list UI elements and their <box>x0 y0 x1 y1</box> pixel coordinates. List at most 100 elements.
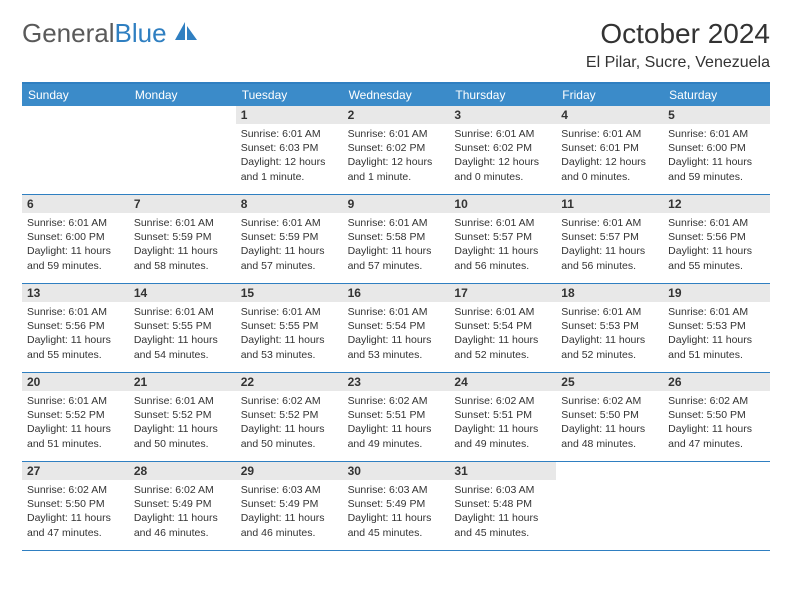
day-cell: 2Sunrise: 6:01 AMSunset: 6:02 PMDaylight… <box>343 106 450 194</box>
daylight-text: Daylight: 12 hours and 1 minute. <box>241 155 338 183</box>
sunset-text: Sunset: 5:52 PM <box>241 408 338 422</box>
day-cell: 24Sunrise: 6:02 AMSunset: 5:51 PMDayligh… <box>449 373 556 461</box>
day-number: 21 <box>129 373 236 391</box>
day-body: Sunrise: 6:03 AMSunset: 5:48 PMDaylight:… <box>449 480 556 545</box>
day-cell <box>129 106 236 194</box>
daylight-text: Daylight: 11 hours and 49 minutes. <box>348 422 445 450</box>
daylight-text: Daylight: 11 hours and 56 minutes. <box>454 244 551 272</box>
day-number: 14 <box>129 284 236 302</box>
week-row: 20Sunrise: 6:01 AMSunset: 5:52 PMDayligh… <box>22 373 770 462</box>
day-body: Sunrise: 6:01 AMSunset: 6:01 PMDaylight:… <box>556 124 663 189</box>
day-cell: 3Sunrise: 6:01 AMSunset: 6:02 PMDaylight… <box>449 106 556 194</box>
weeks-container: 1Sunrise: 6:01 AMSunset: 6:03 PMDaylight… <box>22 106 770 551</box>
day-cell <box>22 106 129 194</box>
sunrise-text: Sunrise: 6:01 AM <box>27 394 124 408</box>
day-number: 6 <box>22 195 129 213</box>
day-cell: 23Sunrise: 6:02 AMSunset: 5:51 PMDayligh… <box>343 373 450 461</box>
day-number: 25 <box>556 373 663 391</box>
sunrise-text: Sunrise: 6:03 AM <box>348 483 445 497</box>
sunset-text: Sunset: 5:56 PM <box>668 230 765 244</box>
day-cell: 6Sunrise: 6:01 AMSunset: 6:00 PMDaylight… <box>22 195 129 283</box>
day-cell: 27Sunrise: 6:02 AMSunset: 5:50 PMDayligh… <box>22 462 129 550</box>
day-cell: 8Sunrise: 6:01 AMSunset: 5:59 PMDaylight… <box>236 195 343 283</box>
sunrise-text: Sunrise: 6:02 AM <box>134 483 231 497</box>
day-number: 31 <box>449 462 556 480</box>
sunset-text: Sunset: 5:50 PM <box>561 408 658 422</box>
day-cell: 14Sunrise: 6:01 AMSunset: 5:55 PMDayligh… <box>129 284 236 372</box>
daylight-text: Daylight: 11 hours and 58 minutes. <box>134 244 231 272</box>
day-number: 8 <box>236 195 343 213</box>
sunset-text: Sunset: 5:57 PM <box>454 230 551 244</box>
day-cell: 7Sunrise: 6:01 AMSunset: 5:59 PMDaylight… <box>129 195 236 283</box>
day-cell: 16Sunrise: 6:01 AMSunset: 5:54 PMDayligh… <box>343 284 450 372</box>
day-number: 19 <box>663 284 770 302</box>
sunset-text: Sunset: 5:54 PM <box>348 319 445 333</box>
daylight-text: Daylight: 11 hours and 55 minutes. <box>668 244 765 272</box>
day-body: Sunrise: 6:01 AMSunset: 5:59 PMDaylight:… <box>236 213 343 278</box>
daylight-text: Daylight: 11 hours and 50 minutes. <box>134 422 231 450</box>
day-number: 12 <box>663 195 770 213</box>
day-cell: 18Sunrise: 6:01 AMSunset: 5:53 PMDayligh… <box>556 284 663 372</box>
sunset-text: Sunset: 5:52 PM <box>27 408 124 422</box>
logo-text-part2: Blue <box>115 18 167 49</box>
daylight-text: Daylight: 11 hours and 45 minutes. <box>454 511 551 539</box>
daylight-text: Daylight: 11 hours and 53 minutes. <box>241 333 338 361</box>
sunset-text: Sunset: 6:02 PM <box>454 141 551 155</box>
daylight-text: Daylight: 11 hours and 55 minutes. <box>27 333 124 361</box>
sunrise-text: Sunrise: 6:02 AM <box>241 394 338 408</box>
day-number: 24 <box>449 373 556 391</box>
sunset-text: Sunset: 5:55 PM <box>134 319 231 333</box>
sunset-text: Sunset: 5:50 PM <box>668 408 765 422</box>
day-number: 5 <box>663 106 770 124</box>
sunset-text: Sunset: 5:54 PM <box>454 319 551 333</box>
daylight-text: Daylight: 11 hours and 52 minutes. <box>454 333 551 361</box>
day-body: Sunrise: 6:01 AMSunset: 5:56 PMDaylight:… <box>663 213 770 278</box>
day-body: Sunrise: 6:03 AMSunset: 5:49 PMDaylight:… <box>343 480 450 545</box>
sunset-text: Sunset: 5:55 PM <box>241 319 338 333</box>
dow-saturday: Saturday <box>663 84 770 106</box>
daylight-text: Daylight: 11 hours and 48 minutes. <box>561 422 658 450</box>
daylight-text: Daylight: 11 hours and 49 minutes. <box>454 422 551 450</box>
day-body: Sunrise: 6:02 AMSunset: 5:50 PMDaylight:… <box>663 391 770 456</box>
sunset-text: Sunset: 6:00 PM <box>27 230 124 244</box>
day-number: 23 <box>343 373 450 391</box>
sunrise-text: Sunrise: 6:01 AM <box>134 305 231 319</box>
day-cell: 13Sunrise: 6:01 AMSunset: 5:56 PMDayligh… <box>22 284 129 372</box>
sunrise-text: Sunrise: 6:01 AM <box>241 305 338 319</box>
daylight-text: Daylight: 11 hours and 51 minutes. <box>668 333 765 361</box>
sunrise-text: Sunrise: 6:01 AM <box>241 216 338 230</box>
day-body: Sunrise: 6:01 AMSunset: 6:02 PMDaylight:… <box>449 124 556 189</box>
day-cell: 5Sunrise: 6:01 AMSunset: 6:00 PMDaylight… <box>663 106 770 194</box>
dow-monday: Monday <box>129 84 236 106</box>
day-number: 2 <box>343 106 450 124</box>
sunset-text: Sunset: 6:01 PM <box>561 141 658 155</box>
day-body: Sunrise: 6:01 AMSunset: 5:54 PMDaylight:… <box>343 302 450 367</box>
sunset-text: Sunset: 6:03 PM <box>241 141 338 155</box>
day-cell: 11Sunrise: 6:01 AMSunset: 5:57 PMDayligh… <box>556 195 663 283</box>
sunrise-text: Sunrise: 6:01 AM <box>134 216 231 230</box>
dow-wednesday: Wednesday <box>343 84 450 106</box>
day-number: 27 <box>22 462 129 480</box>
day-number: 10 <box>449 195 556 213</box>
day-body: Sunrise: 6:03 AMSunset: 5:49 PMDaylight:… <box>236 480 343 545</box>
title-block: October 2024 El Pilar, Sucre, Venezuela <box>586 18 770 72</box>
sunset-text: Sunset: 5:51 PM <box>348 408 445 422</box>
day-number: 13 <box>22 284 129 302</box>
day-cell: 19Sunrise: 6:01 AMSunset: 5:53 PMDayligh… <box>663 284 770 372</box>
sunrise-text: Sunrise: 6:01 AM <box>454 127 551 141</box>
sunset-text: Sunset: 5:53 PM <box>561 319 658 333</box>
day-body: Sunrise: 6:01 AMSunset: 5:54 PMDaylight:… <box>449 302 556 367</box>
sunset-text: Sunset: 5:57 PM <box>561 230 658 244</box>
sunset-text: Sunset: 5:50 PM <box>27 497 124 511</box>
day-cell <box>556 462 663 550</box>
daylight-text: Daylight: 11 hours and 46 minutes. <box>134 511 231 539</box>
week-row: 1Sunrise: 6:01 AMSunset: 6:03 PMDaylight… <box>22 106 770 195</box>
sunrise-text: Sunrise: 6:01 AM <box>454 216 551 230</box>
day-cell: 30Sunrise: 6:03 AMSunset: 5:49 PMDayligh… <box>343 462 450 550</box>
day-number: 3 <box>449 106 556 124</box>
day-body: Sunrise: 6:02 AMSunset: 5:52 PMDaylight:… <box>236 391 343 456</box>
day-body: Sunrise: 6:01 AMSunset: 5:55 PMDaylight:… <box>129 302 236 367</box>
day-body: Sunrise: 6:01 AMSunset: 5:58 PMDaylight:… <box>343 213 450 278</box>
daylight-text: Daylight: 11 hours and 56 minutes. <box>561 244 658 272</box>
daylight-text: Daylight: 11 hours and 46 minutes. <box>241 511 338 539</box>
